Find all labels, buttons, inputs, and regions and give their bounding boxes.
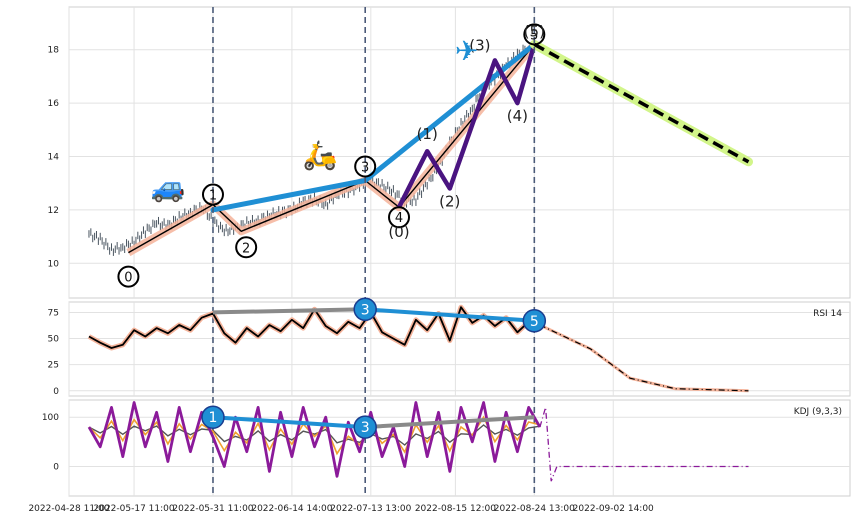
x-tick-label: 2022-08-24 13:00 [494,504,575,514]
rsi-panel: 3 5 RSI 14 [87,297,842,393]
wave-point-label: 5 [530,28,538,43]
kdj-gray-trend [365,415,535,430]
sub-wave-label: (2) [439,193,460,211]
rsi-peak-label: 3 [361,302,370,318]
price-ytick-label: 18 [48,46,60,56]
car-icon: 🚙 [150,171,185,204]
price-panel: 0 1 2 3 4 5 (0) (1) (2) (3) (4) (5) 🚙 🛵 ✈ [88,7,753,496]
airplane-icon: ✈ [455,34,478,67]
price-ytick-label: 16 [48,99,60,109]
x-tick-label: 2022-04-28 11:00 [28,504,109,514]
wave-point-label: 2 [242,241,250,256]
sub-wave-label: (1) [417,125,438,143]
wave-point-label: 0 [124,271,132,286]
x-tick-label: 2022-07-13 13:00 [330,504,411,514]
kdj-j-line [87,401,542,478]
rsi-clip-group [87,304,749,393]
rsi-ytick-label: 75 [48,308,59,318]
rsi-panel-label: RSI 14 [813,309,842,319]
x-tick-label: 2022-05-17 11:00 [94,504,175,514]
kdj-clip-group [87,401,749,482]
primary-wave-line [128,43,535,254]
wave-point-label: 4 [395,211,403,226]
rsi-peak-marker-3 [353,297,377,322]
wave-point-circle-0 [117,265,140,288]
kdj-peak-label: 3 [361,420,370,436]
projection-line [533,42,750,164]
kdj-peak-label: 1 [209,410,218,426]
rsi-peak-marker-5 [522,309,547,333]
rsi-ytick-label: 25 [48,361,59,371]
rsi-ytick-label: 50 [48,335,60,345]
kdj-divergence-line [212,415,366,430]
price-ytick-label: 14 [48,153,60,163]
wave-point-label: 3 [361,161,369,176]
sub-wave-line [396,43,537,209]
price-ytick-label: 10 [48,259,60,269]
rsi-gray-trend [212,307,366,315]
price-clip-group [88,39,753,257]
kdj-peak-marker-3 [353,415,377,439]
rsi-divergence-line [365,307,535,323]
sub-wave-label: (3) [469,36,490,54]
x-tick-label: 2022-05-31 11:00 [172,504,253,514]
scooter-icon: 🛵 [303,139,338,172]
kdj-panel-label: KDJ (9,3,3) [794,407,842,417]
wave-point-circle-1 [201,183,224,206]
price-frame [68,6,851,299]
rsi-peak-label: 5 [530,314,539,330]
wave-point-label: 1 [209,189,217,204]
kdj-ytick-label: 100 [42,413,59,423]
sub-wave-label: (0) [388,223,409,241]
rsi-ytick-label: 0 [53,387,59,397]
rsi-projection [539,324,749,392]
price-ytick-label: 12 [48,206,59,216]
wave-point-circle-2 [235,236,258,259]
kdj-d-line [88,424,541,446]
kdj-ytick-label: 0 [53,462,59,472]
kdj-panel: 1 3 KDJ (9,3,3) [87,401,842,482]
wave-point-circle-4 [388,206,411,229]
sub-wave-label: (4) [507,107,528,125]
kdj-k-line [88,415,541,456]
kdj-projection [539,407,749,482]
wave-point-circle-5 [523,23,546,46]
x-tick-label: 2022-06-14 14:00 [251,504,332,514]
wave-point-circle-3 [354,155,377,178]
kdj-peak-marker-1 [201,405,225,429]
x-tick-label: 2022-08-15 12:00 [415,504,496,514]
sub-wave-label: (5) [524,22,545,40]
x-tick-label: 2022-09-02 14:00 [573,504,654,514]
